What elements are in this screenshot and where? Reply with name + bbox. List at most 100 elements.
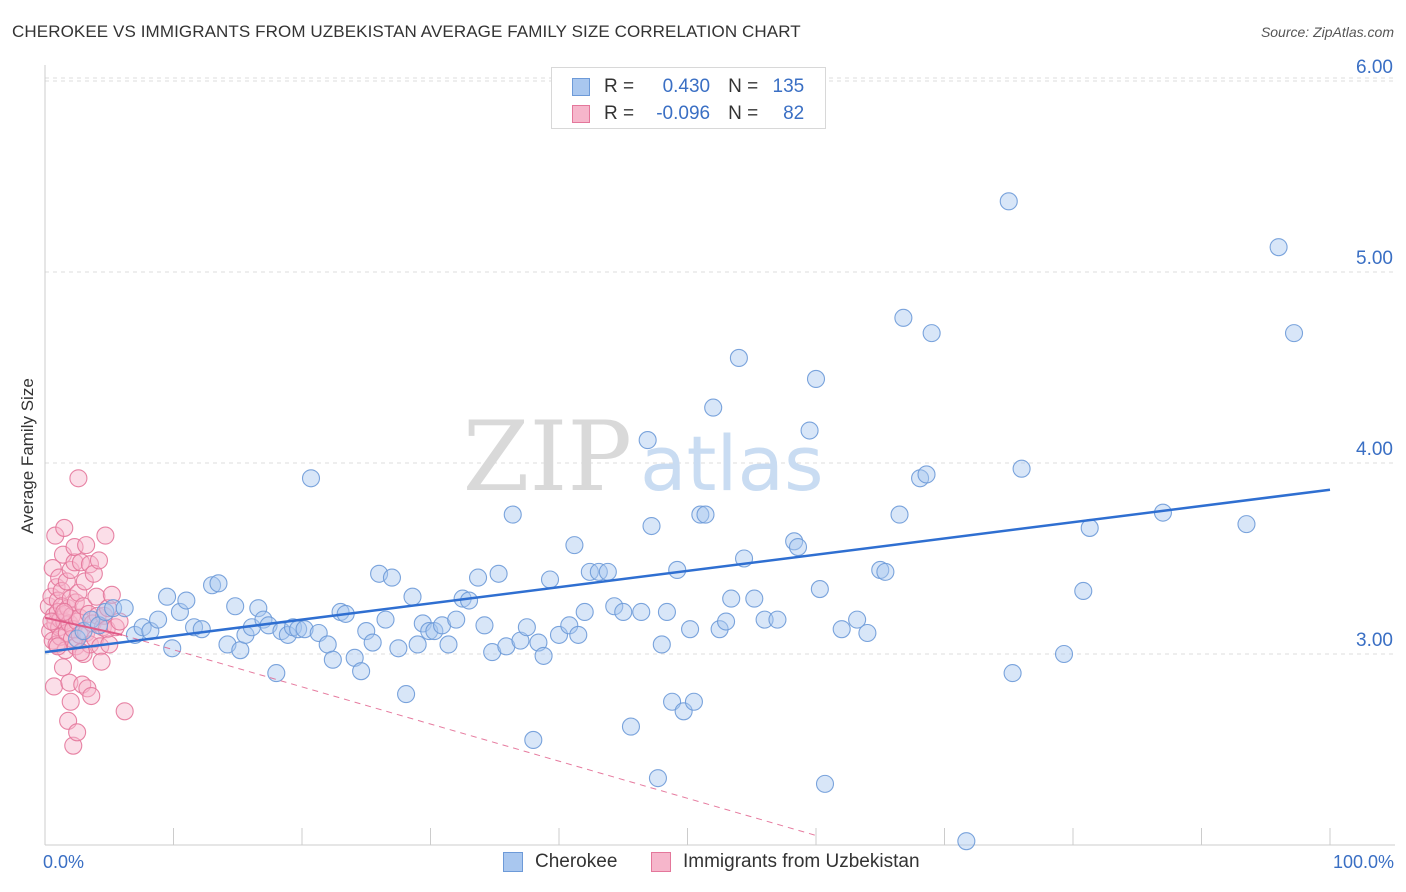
legend-swatch-pink [651, 852, 671, 872]
point-cherokee [267, 664, 286, 683]
point-uzbekistan [87, 587, 106, 606]
legend-row-cherokee: R = 0.430 N = 135 [572, 74, 804, 100]
point-cherokee [560, 616, 579, 635]
point-cherokee [318, 635, 337, 654]
point-uzbekistan [55, 602, 74, 622]
legend-swatch-blue [503, 852, 523, 872]
point-cherokee [716, 612, 736, 631]
point-cherokee [149, 610, 168, 629]
point-cherokee [363, 633, 382, 652]
legend-swatch-blue [572, 78, 590, 96]
point-cherokee [1237, 515, 1256, 534]
point-cherokee [598, 562, 617, 581]
point-cherokee [226, 597, 245, 616]
point-cherokee [681, 620, 700, 639]
point-cherokee [848, 610, 867, 629]
point-uzbekistan [65, 537, 84, 557]
legend-r-value: -0.096 [656, 103, 711, 124]
point-cherokee [894, 308, 913, 327]
point-uzbekistan [115, 702, 134, 721]
point-cherokee [170, 602, 189, 622]
point-cherokee [403, 587, 422, 606]
point-cherokee [642, 516, 661, 536]
point-cherokee [632, 602, 651, 622]
point-cherokee [1054, 644, 1074, 664]
legend-swatch-pink [572, 105, 590, 123]
legend-n-label: N = [728, 103, 759, 124]
watermark-atlas: atlas [640, 419, 824, 508]
trend-line-cherokee [44, 488, 1331, 654]
point-uzbekistan [89, 551, 109, 570]
point-cherokee [468, 568, 488, 587]
point-cherokee [565, 536, 584, 555]
point-cherokee [408, 635, 427, 654]
point-uzbekistan [55, 518, 74, 537]
watermark: ZIP atlas [463, 401, 824, 513]
point-cherokee [917, 465, 936, 484]
point-uzbekistan [74, 644, 93, 664]
point-cherokee [815, 774, 835, 793]
legend-r-label: R = [604, 76, 635, 97]
point-cherokee [575, 602, 594, 622]
legend-n-label: N = [728, 76, 759, 97]
point-uzbekistan [84, 564, 103, 583]
point-cherokee [922, 324, 941, 343]
y-tick-label: 3.00 [1356, 630, 1393, 651]
point-cherokee [382, 568, 402, 587]
point-uzbekistan [65, 553, 84, 572]
legend-row-uzbekistan: R = -0.096 N = 82 [572, 101, 804, 127]
point-cherokee [115, 599, 134, 618]
point-cherokee [534, 646, 553, 665]
point-cherokee [540, 570, 560, 589]
point-cherokee [503, 505, 522, 524]
point-uzbekistan [102, 585, 121, 604]
point-cherokee [177, 591, 196, 610]
point-cherokee [1284, 324, 1304, 343]
point-cherokee [652, 635, 671, 654]
point-cherokee [389, 639, 408, 658]
point-cherokee [858, 623, 877, 643]
point-cherokee [806, 369, 826, 389]
x-tick-label-min: 0.0% [43, 852, 85, 872]
legend-item-cherokee[interactable]: Cherokee [503, 851, 617, 873]
legend-r-value: 0.430 [662, 76, 711, 97]
trend-lines [44, 488, 1331, 836]
point-cherokee [475, 616, 494, 635]
point-cherokee [657, 602, 676, 622]
point-cherokee [684, 692, 703, 711]
point-cherokee [192, 620, 211, 639]
point-uzbekistan [77, 536, 96, 555]
point-cherokee [832, 620, 851, 639]
legend-r-label: R = [604, 103, 635, 124]
point-cherokee [729, 348, 748, 368]
legend-item-uzbekistan[interactable]: Immigrants from Uzbekistan [651, 851, 920, 873]
y-tick-labels: 3.00 4.00 5.00 6.00 [1356, 57, 1393, 651]
axes [44, 65, 1395, 846]
point-uzbekistan [71, 553, 91, 572]
point-uzbekistan [44, 677, 64, 696]
point-cherokee [621, 717, 641, 736]
trend-line-uzbekistan-extension [121, 634, 817, 836]
point-uzbekistan [43, 558, 62, 578]
trend-line-uzbekistan [44, 616, 123, 636]
point-cherokee [524, 730, 543, 750]
point-cherokee [999, 192, 1018, 211]
point-cherokee [648, 769, 667, 788]
point-cherokee [691, 505, 710, 524]
point-uzbekistan [69, 583, 88, 602]
point-uzbekistan [96, 526, 115, 545]
point-cherokee [203, 576, 222, 595]
point-cherokee [439, 635, 458, 654]
point-cherokee [357, 622, 376, 641]
point-uzbekistan [92, 652, 111, 671]
point-cherokee [529, 633, 548, 652]
point-cherokee [788, 537, 808, 557]
point-cherokee [517, 618, 536, 637]
point-cherokee [605, 597, 624, 616]
point-cherokee [1074, 581, 1093, 601]
point-uzbekistan [64, 736, 83, 755]
point-cherokee [1269, 238, 1288, 257]
point-cherokee [323, 650, 342, 669]
point-cherokee [668, 560, 687, 580]
point-cherokee [158, 587, 177, 606]
